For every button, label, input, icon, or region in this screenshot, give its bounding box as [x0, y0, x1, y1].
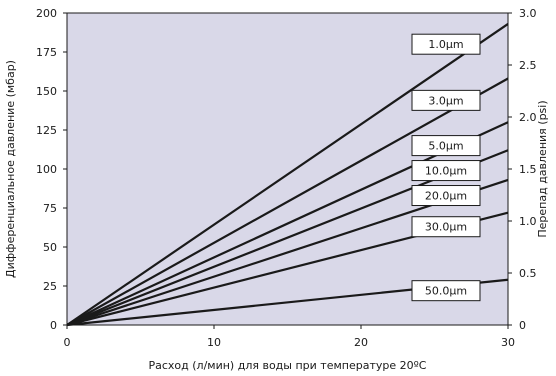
y2-tick-label: 1.5: [519, 163, 537, 176]
x-tick-label: 10: [207, 336, 221, 349]
y-tick-label: 50: [43, 241, 57, 254]
series-labels: 1.0µm 3.0µm 5.0µm 10.0µm 20.0µm 30.0µm 50.0µm: [411, 33, 481, 302]
series-label: 1.0µm: [428, 38, 463, 51]
x-tick-label: 30: [501, 336, 515, 349]
y2-tick-label: 2.0: [519, 111, 537, 124]
y-axis-title-right: Перепад давления (psi): [536, 100, 549, 237]
series-line: [66, 23, 509, 326]
x-tick-label: 20: [354, 336, 368, 349]
y-axis-right: 0 0.5 1.0 1.5 2.0 2.5 3.0: [508, 7, 537, 332]
series-label-box: [411, 280, 481, 302]
series-label-box: [411, 89, 481, 111]
series-label: 5.0µm: [428, 140, 463, 153]
y-tick-label: 150: [36, 85, 57, 98]
y2-tick-label: 3.0: [519, 7, 537, 20]
series-label: 20.0µm: [425, 190, 467, 203]
series-label: 10.0µm: [425, 165, 467, 178]
y2-tick-label: 2.5: [519, 59, 537, 72]
series-line: [66, 77, 509, 326]
y-tick-label: 175: [36, 46, 57, 59]
series-label-box: [411, 160, 481, 182]
series-label-box: [411, 135, 481, 157]
series-label: 3.0µm: [428, 94, 463, 107]
y2-tick-label: 0: [519, 319, 526, 332]
series-label-box: [411, 185, 481, 207]
y-tick-label: 25: [43, 280, 57, 293]
y-tick-label: 200: [36, 7, 57, 20]
y-tick-label: 75: [43, 202, 57, 215]
series-label: 50.0µm: [425, 285, 467, 298]
y2-tick-label: 1.0: [519, 215, 537, 228]
series-label: 30.0µm: [425, 221, 467, 234]
y-tick-label: 100: [36, 163, 57, 176]
y-tick-label: 125: [36, 124, 57, 137]
y2-tick-label: 0.5: [519, 267, 537, 280]
series-label-box: [411, 216, 481, 238]
series-label-box: [411, 33, 481, 55]
y-axis-left: 0 25 50 75 100 125 150 175 200: [36, 7, 67, 332]
x-axis: 0 10 20 30: [64, 325, 515, 349]
x-tick-label: 0: [64, 336, 71, 349]
y-tick-label: 0: [50, 319, 57, 332]
y-axis-title-left: Дифференциальное давление (мбар): [4, 60, 17, 278]
x-axis-title: Расход (л/мин) для воды при температуре …: [149, 359, 427, 372]
